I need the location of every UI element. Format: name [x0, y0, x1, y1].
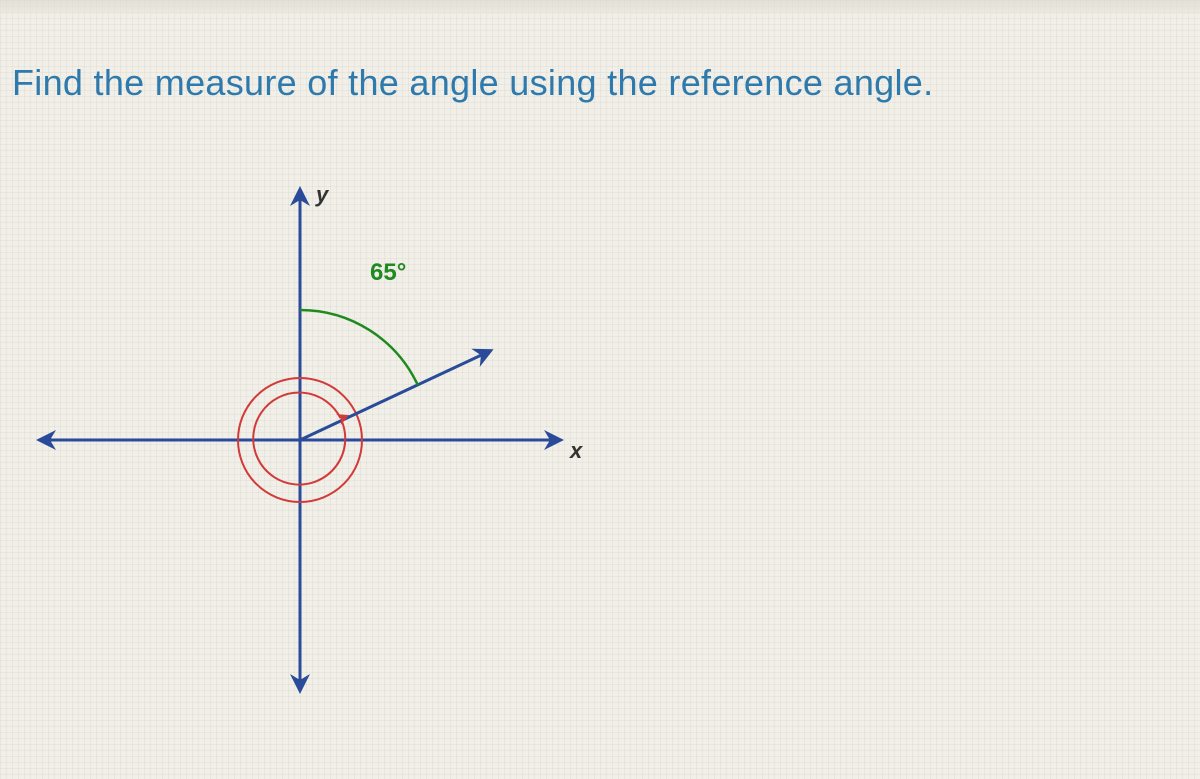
y-axis-label: y [315, 182, 330, 207]
x-axis-label: x [569, 438, 583, 463]
angle-diagram-svg: y x 65° [20, 170, 640, 730]
page: Find the measure of the angle using the … [0, 0, 1200, 779]
reference-angle-label: 65° [370, 259, 406, 286]
reference-arc [300, 310, 418, 385]
question-text: Find the measure of the angle using the … [12, 62, 933, 104]
terminal-ray [300, 351, 490, 440]
frame-top-bevel [0, 0, 1200, 14]
angle-diagram: y x 65° [20, 170, 640, 730]
